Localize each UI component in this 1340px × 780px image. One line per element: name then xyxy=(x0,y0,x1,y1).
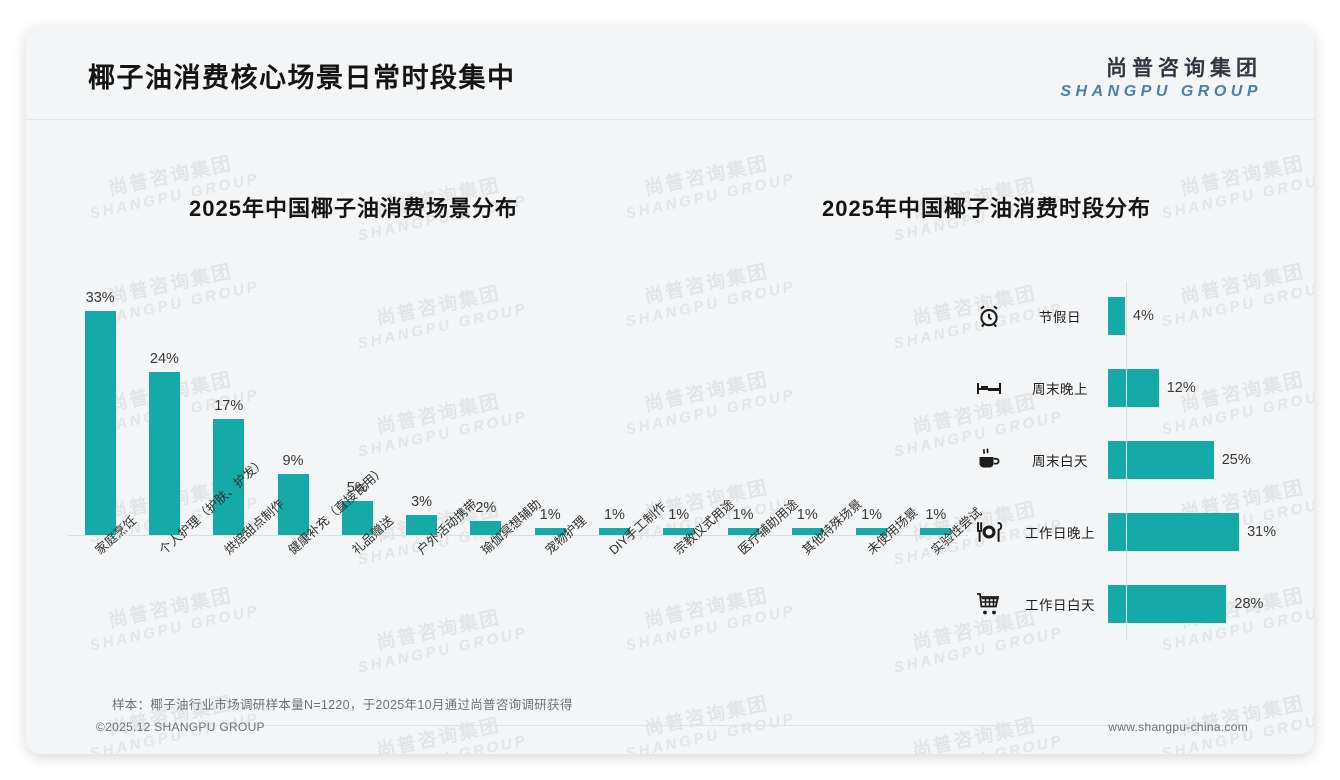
bar-value-label: 31% xyxy=(1247,524,1277,540)
sample-footnote: 样本：椰子油行业市场调研样本量N=1220，于2025年10月通过尚普咨询调研获… xyxy=(112,698,573,712)
bar-value-label: 1% xyxy=(796,507,818,524)
bar-value-label: 5% xyxy=(346,480,368,496)
bar xyxy=(1108,585,1227,623)
bar xyxy=(148,371,180,535)
bar-track: 25% xyxy=(1108,432,1286,488)
left-chart-title: 2025年中国椰子油消费场景分布 xyxy=(189,196,518,221)
brand-name-en: SHANGPU GROUP xyxy=(1060,83,1262,100)
bar-column xyxy=(920,528,952,535)
bed-icon xyxy=(966,376,1012,400)
bar xyxy=(856,528,888,535)
bar xyxy=(920,528,952,535)
alarm-clock-icon xyxy=(966,303,1012,329)
bar-value-label: 1% xyxy=(603,507,625,524)
bar-value-label: 3% xyxy=(411,493,433,510)
bar-value-label: 1% xyxy=(732,507,754,524)
x-axis-line xyxy=(68,535,968,536)
bar xyxy=(277,473,309,535)
bar-track: 12% xyxy=(1108,360,1286,416)
bar-value-label: 4% xyxy=(1132,308,1154,324)
bar-value-label: 2% xyxy=(475,500,497,517)
bar xyxy=(534,528,566,535)
timeslot-label: 节假日 xyxy=(1039,310,1081,325)
bar-value-label: 25% xyxy=(1221,452,1251,468)
bar xyxy=(470,521,502,535)
shopping-cart-icon xyxy=(966,591,1012,617)
footnote-container: 样本：椰子油行业市场调研样本量N=1220，于2025年10月通过尚普咨询调研获… xyxy=(112,694,1232,726)
bar-value-label: 1% xyxy=(861,507,883,524)
page-title: 椰子油消费核心场景日常时段集中 xyxy=(88,63,516,93)
website-link[interactable]: www.shangpu-china.com xyxy=(1108,720,1248,734)
bar-value-label: 1% xyxy=(539,507,561,524)
timeslot-label: 工作日晚上 xyxy=(1025,526,1095,541)
bar xyxy=(1108,297,1125,335)
bar xyxy=(1108,513,1240,551)
scenario-distribution-chart: 33% 24% 17% 9% 5% 3% 2% 1% 1% 1% 1% 1% 1% 1% xyxy=(68,266,968,536)
timeslot-label: 周末晚上 xyxy=(1032,382,1088,397)
bar-value-label: 1% xyxy=(668,507,690,524)
bar-value-label: 24% xyxy=(149,350,179,367)
slide-footer: ©2025.12 SHANGPU GROUP www.shangpu-china… xyxy=(26,720,1314,740)
timeslot-row: 工作日白天 28% xyxy=(966,576,1286,632)
bar-value-label: 28% xyxy=(1234,596,1264,612)
y-axis-line xyxy=(1126,282,1127,640)
timeslot-row: 工作日晚上 31% xyxy=(966,504,1286,560)
bar-column xyxy=(727,528,759,535)
bar-track: 28% xyxy=(1108,576,1286,632)
bar-value-label: 17% xyxy=(214,398,244,415)
bar-column xyxy=(534,528,566,535)
bar xyxy=(791,528,823,535)
timeslot-row: 周末晚上 12% xyxy=(966,360,1286,416)
bar xyxy=(84,310,116,535)
timeslot-label: 周末白天 xyxy=(1032,454,1088,469)
scenario-chart-x-labels: 家庭烹饪 个人护理（护肤、护发） 烘焙甜点制作 健康补充（直接食用） 礼品赠送 户外活动携… xyxy=(68,455,985,663)
bar-value-label: 12% xyxy=(1166,380,1196,396)
bar-value-label: 1% xyxy=(925,507,947,524)
bar-column xyxy=(406,514,438,535)
bar-column xyxy=(84,310,116,535)
bar xyxy=(1108,369,1159,407)
bar xyxy=(727,528,759,535)
timeslot-row: 节假日 4% xyxy=(966,288,1286,344)
coffee-cup-icon xyxy=(966,447,1012,473)
bar-value-label: 33% xyxy=(85,289,115,306)
bar-column xyxy=(663,528,695,535)
brand-name-cn: 尚普咨询集团 xyxy=(1106,57,1262,80)
brand-logo: 尚普咨询集团 SHANGPU GROUP xyxy=(1060,52,1262,101)
bar-column xyxy=(856,528,888,535)
timeslot-row: 周末白天 25% xyxy=(966,432,1286,488)
right-chart-title: 2025年中国椰子油消费时段分布 xyxy=(822,196,1151,221)
bar xyxy=(1108,441,1214,479)
bar xyxy=(406,514,438,535)
slide-header: 椰子油消费核心场景日常时段集中 尚普咨询集团 SHANGPU GROUP xyxy=(26,26,1314,120)
bar-column xyxy=(598,528,630,535)
dining-plate-icon xyxy=(966,520,1012,544)
bar xyxy=(341,501,373,535)
bar xyxy=(663,528,695,535)
bar-value-label: 9% xyxy=(282,452,304,469)
slide: 尚普咨询集团 SHANGPU GROUP 尚普咨询集团 SHANGPU GROUP 尚普… xyxy=(26,26,1314,754)
bar xyxy=(598,528,630,535)
timeslot-distribution-chart: 节假日 4% 周末晚上 12% 周末白天 25% 工作日晚上 31% 工作日白天 28% xyxy=(966,282,1286,640)
bar-column xyxy=(791,528,823,535)
bar-column xyxy=(277,473,309,535)
bar-track: 4% xyxy=(1108,288,1286,344)
bar xyxy=(213,419,245,535)
bar-column xyxy=(341,501,373,535)
copyright-text: ©2025.12 SHANGPU GROUP xyxy=(96,720,265,734)
bar-column xyxy=(148,371,180,535)
bar-column xyxy=(470,521,502,535)
bar-column xyxy=(213,419,245,535)
bar-track: 31% xyxy=(1108,504,1286,560)
timeslot-label: 工作日白天 xyxy=(1025,598,1095,613)
